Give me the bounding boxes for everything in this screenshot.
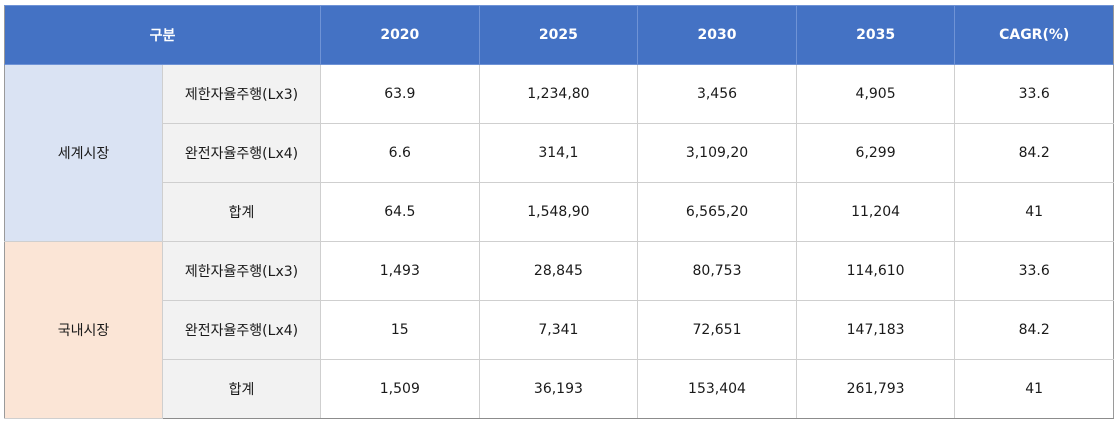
cell-value: 6,565,20 [637,182,797,242]
header-year-2020: 2020 [320,5,480,65]
table-row: 국내시장 제한자율주행(Lx3) 1,493 28,845 80,753 114… [4,241,1114,419]
cell-value: 64.5 [320,182,480,242]
table-row: 합계 64.5 1,548,90 6,565,20 11,204 41 [5,182,1114,242]
cell-value: 72,651 [637,300,797,360]
cell-cagr: 33.6 [954,241,1114,301]
row-label: 제한자율주행(Lx3) [161,64,322,124]
cell-value: 7,341 [478,300,639,360]
cell-value: 1,234,80 [478,64,639,124]
table-row: 세계시장 제한자율주행(Lx3) 63.9 1,234,80 3,456 4,9… [4,64,1114,242]
row-label: 제한자율주행(Lx3) [161,241,322,301]
group-label-domestic: 국내시장 [4,241,163,419]
market-table-container: 구분 2020 2025 2030 2035 CAGR(%) 세계시장 제한자율… [3,5,1114,419]
table-body: 세계시장 제한자율주행(Lx3) 63.9 1,234,80 3,456 4,9… [4,64,1114,419]
cell-cagr: 33.6 [954,64,1114,124]
header-row: 구분 2020 2025 2030 2035 CAGR(%) [3,5,1114,65]
cell-value: 15 [320,300,480,360]
cell-value: 147,183 [795,300,956,360]
market-forecast-table: 구분 2020 2025 2030 2035 CAGR(%) 세계시장 제한자율… [3,5,1114,419]
row-label-total: 합계 [161,182,322,242]
table-row: 합계 1,509 36,193 153,404 261,793 41 [5,359,1114,419]
table-row: 완전자율주행(Lx4) 15 7,341 72,651 147,183 84.2 [5,300,1114,360]
row-label: 완전자율주행(Lx4) [161,300,322,360]
row-label: 완전자율주행(Lx4) [161,123,322,183]
cell-cagr: 41 [954,182,1114,242]
cell-cagr: 41 [954,359,1114,419]
cell-value: 261,793 [795,359,956,419]
group-label-world: 세계시장 [4,64,163,242]
header-category: 구분 [3,5,322,65]
table-row: 완전자율주행(Lx4) 6.6 314,1 3,109,20 6,299 84.… [5,123,1114,183]
header-year-2035: 2035 [795,5,956,65]
row-label-total: 합계 [161,359,322,419]
header-year-2025: 2025 [478,5,639,65]
cell-cagr: 84.2 [954,123,1114,183]
table-header: 구분 2020 2025 2030 2035 CAGR(%) [3,5,1114,65]
cell-value: 1,548,90 [478,182,639,242]
cell-value: 1,493 [320,241,480,301]
cell-value: 114,610 [795,241,956,301]
cell-value: 6.6 [320,123,480,183]
cell-value: 11,204 [795,182,956,242]
cell-value: 80,753 [637,241,797,301]
cell-value: 36,193 [478,359,639,419]
cell-value: 63.9 [320,64,480,124]
cell-value: 6,299 [795,123,956,183]
cell-value: 314,1 [478,123,639,183]
cell-value: 28,845 [478,241,639,301]
header-year-2030: 2030 [637,5,797,65]
cell-value: 4,905 [795,64,956,124]
cell-value: 1,509 [320,359,480,419]
header-cagr: CAGR(%) [954,5,1114,65]
cell-value: 153,404 [637,359,797,419]
cell-cagr: 84.2 [954,300,1114,360]
cell-value: 3,109,20 [637,123,797,183]
cell-value: 3,456 [637,64,797,124]
